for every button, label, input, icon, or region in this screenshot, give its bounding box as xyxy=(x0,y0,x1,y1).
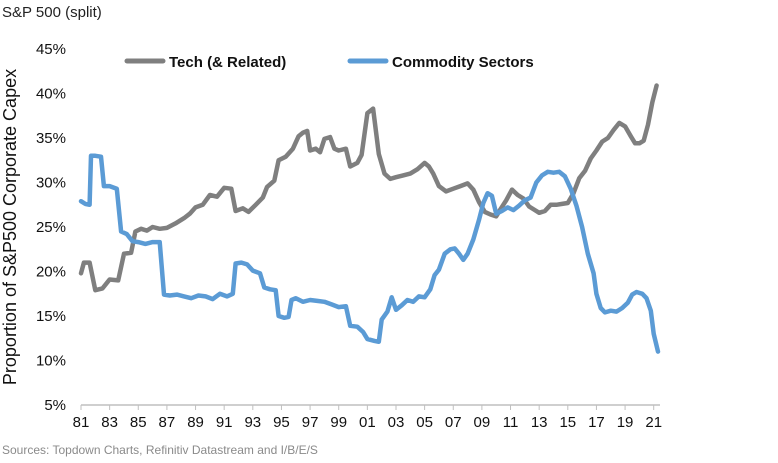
y-tick-label: 40% xyxy=(36,86,66,103)
x-tick-label: 95 xyxy=(273,414,290,431)
x-tick-label: 05 xyxy=(416,414,433,431)
x-tick-label: 97 xyxy=(302,414,319,431)
y-tick-label: 15% xyxy=(36,308,66,325)
x-tick-label: 99 xyxy=(330,414,347,431)
x-tick-label: 15 xyxy=(559,414,576,431)
chart-legend: Tech (& Related) Commodity Sectors xyxy=(124,54,534,71)
x-tick-label: 21 xyxy=(645,414,662,431)
y-tick-label: 30% xyxy=(36,175,66,192)
y-tick-label: 25% xyxy=(36,219,66,236)
y-axis-label: Proportion of S&P500 Corporate Capex xyxy=(0,69,20,385)
x-tick-label: 09 xyxy=(474,414,491,431)
x-tick-label: 85 xyxy=(130,414,147,431)
x-tick-label: 93 xyxy=(244,414,261,431)
x-tick-label: 89 xyxy=(187,414,204,431)
x-tick-label: 11 xyxy=(503,414,519,431)
y-tick-label: 45% xyxy=(36,41,66,58)
legend-label: Commodity Sectors xyxy=(392,54,534,71)
chart-title: S&P 500 (split) xyxy=(2,4,102,21)
x-tick-label: 87 xyxy=(159,414,176,431)
y-tick-label: 35% xyxy=(36,130,66,147)
source-note: Sources: Topdown Charts, Refinitiv Datas… xyxy=(2,443,318,457)
x-tick-label: 83 xyxy=(101,414,118,431)
tech-series-line xyxy=(78,83,659,293)
y-tick-label: 10% xyxy=(36,353,66,370)
x-tick-label: 91 xyxy=(216,414,233,431)
series-lines xyxy=(78,83,661,354)
y-tick-label: 20% xyxy=(36,264,66,281)
commodity-series-line xyxy=(78,153,661,354)
x-tick-label: 13 xyxy=(531,414,548,431)
x-tick-label: 81 xyxy=(73,414,90,431)
x-axis-ticks: 81 83 85 87 89 91 93 95 97 99 01 03 05 07 09 11 13 15 17 19… xyxy=(73,405,662,431)
x-tick-label: 19 xyxy=(617,414,634,431)
y-axis-ticks: 5% 10% 15% 20% 25% 30% 35% 40% 45% xyxy=(36,41,66,414)
x-tick-label: 17 xyxy=(588,414,605,431)
x-tick-label: 03 xyxy=(388,414,405,431)
x-tick-label: 07 xyxy=(445,414,462,431)
legend-label: Tech (& Related) xyxy=(169,54,286,71)
y-tick-label: 5% xyxy=(44,397,66,414)
capex-line-chart: 5% 10% 15% 20% 25% 30% 35% 40% 45% 81 83 85 87 89 91 9… xyxy=(0,41,662,431)
x-tick-label: 01 xyxy=(359,414,376,431)
